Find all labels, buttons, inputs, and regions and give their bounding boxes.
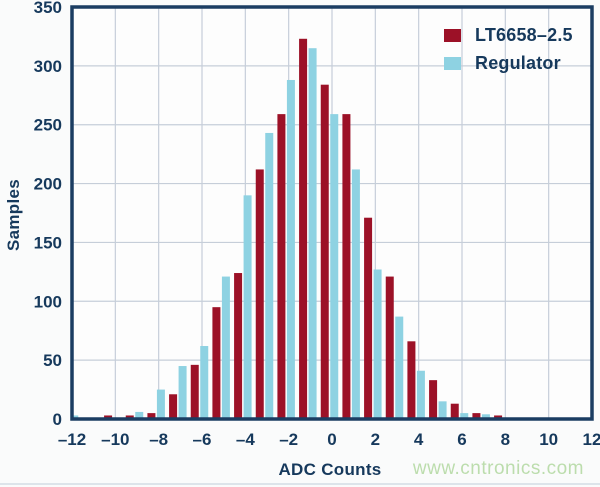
y-tick-label: 0: [53, 410, 62, 429]
y-tick-label: 100: [34, 292, 62, 311]
legend-item-regulator: Regulator: [444, 53, 573, 74]
legend-item-lt6658: LT6658–2.5: [444, 25, 573, 46]
bar-regulator: [73, 415, 79, 418]
x-tick-label: –8: [149, 430, 168, 449]
x-tick-label: 4: [414, 430, 424, 449]
bar-regulator: [308, 48, 317, 418]
watermark: www.cntronics.com: [412, 458, 584, 479]
bar-lt6658: [104, 415, 113, 418]
bar-lt6658: [407, 341, 416, 418]
bar-lt6658: [277, 114, 286, 418]
bars: [73, 38, 503, 418]
legend-label-lt6658: LT6658–2.5: [475, 25, 573, 45]
plot-frame: [70, 5, 594, 421]
bar-regulator: [200, 346, 209, 418]
bar-lt6658: [147, 413, 156, 418]
bar-regulator: [178, 366, 187, 418]
legend: LT6658–2.5 Regulator: [444, 25, 573, 81]
bar-lt6658: [342, 114, 351, 418]
bar-lt6658: [429, 380, 438, 418]
x-axis-title: ADC Counts: [278, 460, 382, 479]
x-tick-label: –4: [236, 430, 255, 449]
y-axis-title: Samples: [4, 178, 23, 252]
bar-regulator: [330, 114, 339, 418]
y-tick-label: 150: [34, 233, 62, 252]
y-tick-label: 50: [43, 351, 62, 370]
bar-lt6658: [385, 276, 394, 418]
y-tick-label: 250: [34, 116, 62, 135]
x-tick-label: –10: [101, 430, 129, 449]
bar-regulator: [481, 414, 490, 418]
y-tick-label: 350: [34, 0, 62, 17]
x-tick-label: –2: [279, 430, 298, 449]
x-tick-label: –6: [193, 430, 212, 449]
bar-lt6658: [212, 307, 221, 418]
bar-lt6658: [255, 169, 264, 418]
page-divider: [0, 483, 600, 485]
bar-regulator: [243, 195, 252, 418]
x-tick-label: 8: [501, 430, 510, 449]
legend-swatch-lt6658-icon: [444, 29, 461, 42]
y-tick-label: 300: [34, 57, 62, 76]
y-tick-labels: 0 50 100 150 200 250 300 350: [34, 0, 62, 429]
x-tick-label: –12: [58, 430, 86, 449]
x-tick-label: 12: [583, 430, 600, 449]
bar-regulator: [221, 276, 230, 418]
bar-lt6658: [125, 415, 134, 418]
bar-regulator: [156, 389, 165, 418]
bar-lt6658: [169, 394, 178, 418]
bar-regulator: [373, 269, 382, 418]
y-tick-label: 200: [34, 175, 62, 194]
bar-regulator: [351, 169, 360, 418]
legend-swatch-regulator-icon: [444, 57, 461, 70]
x-tick-label: 10: [539, 430, 558, 449]
bar-lt6658: [190, 364, 199, 418]
x-tick-labels: –12 –10 –8 –6 –4 –2 0 2 4 6 8 10 12: [58, 430, 600, 449]
bar-regulator: [438, 401, 447, 418]
bar-lt6658: [234, 273, 243, 418]
bar-lt6658: [364, 217, 373, 418]
x-tick-label: 6: [457, 430, 466, 449]
bar-regulator: [135, 411, 144, 418]
bar-regulator: [395, 316, 404, 418]
x-tick-label: 0: [327, 430, 336, 449]
bar-lt6658: [494, 415, 503, 418]
bar-lt6658: [472, 413, 481, 418]
bar-lt6658: [299, 38, 308, 418]
bar-regulator: [286, 79, 295, 418]
bar-lt6658: [320, 84, 329, 418]
bar-regulator: [416, 370, 425, 418]
bar-regulator: [265, 132, 274, 418]
bar-lt6658: [450, 403, 459, 418]
bar-regulator: [460, 413, 469, 418]
legend-label-regulator: Regulator: [475, 53, 561, 73]
x-tick-label: 2: [371, 430, 380, 449]
